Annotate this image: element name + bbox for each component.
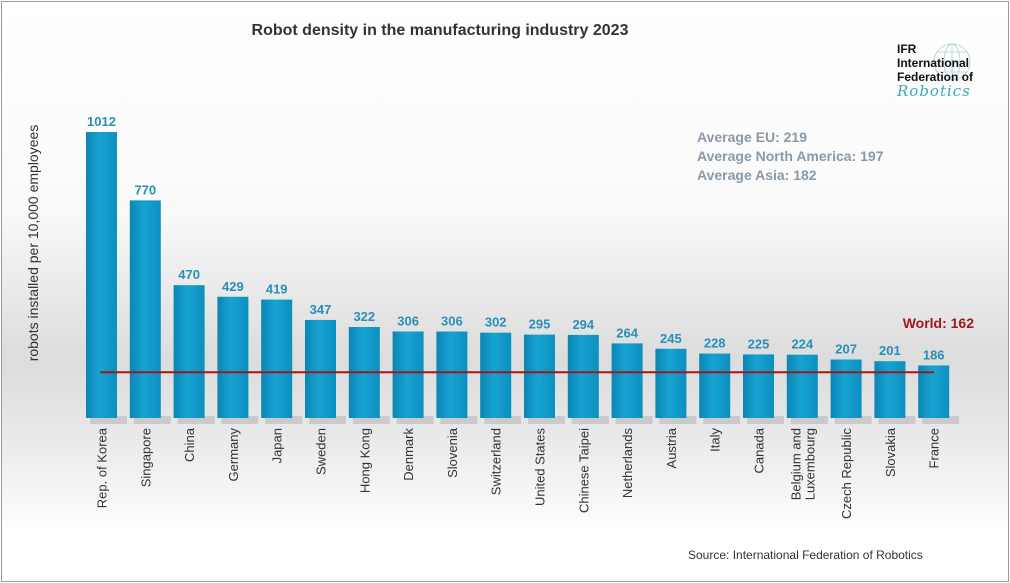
source-note: Source: International Federation of Robo… xyxy=(688,548,923,562)
bar xyxy=(786,354,818,418)
data-label: 1012 xyxy=(87,114,116,129)
bar-shadow xyxy=(528,416,565,424)
bar-shadow xyxy=(133,416,171,424)
category-label: Hong Kong xyxy=(357,428,372,493)
bar xyxy=(261,299,293,418)
data-label: 347 xyxy=(310,302,332,317)
data-label: 207 xyxy=(835,342,857,357)
bar-shadow xyxy=(615,416,653,424)
bar xyxy=(436,331,468,418)
data-label: 470 xyxy=(178,267,200,282)
category-label: Rep. of Korea xyxy=(95,427,110,508)
category-label: Luxembourg xyxy=(802,428,817,500)
bar-shadow xyxy=(396,416,434,424)
chart-title: Robot density in the manufacturing indus… xyxy=(251,22,629,39)
data-label: 306 xyxy=(397,314,419,329)
category-label: Denmark xyxy=(401,428,416,481)
data-label: 419 xyxy=(266,282,288,297)
category-label: Germany xyxy=(226,428,241,482)
category-label: Japan xyxy=(270,428,285,463)
data-label: 295 xyxy=(529,317,551,332)
category-label: Switzerland xyxy=(489,428,504,495)
data-label: 201 xyxy=(879,343,901,358)
category-label: Czech Republic xyxy=(839,428,854,520)
average-north-america: Average North America: 197 xyxy=(697,148,884,164)
world-average-label: World: 162 xyxy=(903,315,975,331)
data-label: 429 xyxy=(222,279,244,294)
bar xyxy=(918,365,950,418)
bar xyxy=(655,348,687,418)
bar-shadow xyxy=(747,416,784,424)
data-label: 322 xyxy=(353,309,375,324)
category-label: Slovenia xyxy=(445,427,460,478)
bar xyxy=(743,354,774,418)
bar xyxy=(567,334,599,418)
bar-shadow xyxy=(484,416,522,424)
category-label: Singapore xyxy=(138,428,153,487)
category-label: Sweden xyxy=(314,428,329,475)
bar-shadow xyxy=(703,416,741,424)
category-label: France xyxy=(927,428,942,468)
bar-shadow xyxy=(790,416,828,424)
category-label: Canada xyxy=(752,427,767,473)
bar xyxy=(699,353,731,418)
data-label: 294 xyxy=(572,317,594,332)
bar xyxy=(874,361,906,418)
data-label: 224 xyxy=(791,337,813,352)
average-eu: Average EU: 219 xyxy=(697,129,807,145)
bar-shadow xyxy=(440,416,478,424)
data-label: 306 xyxy=(441,314,463,329)
bar xyxy=(480,332,512,418)
average-asia: Average Asia: 182 xyxy=(697,167,817,183)
bar xyxy=(611,343,643,418)
bar xyxy=(392,331,424,418)
category-label: United States xyxy=(533,428,548,507)
bar-shadow xyxy=(922,416,960,424)
data-label: 770 xyxy=(134,182,156,197)
bar-shadow xyxy=(659,416,697,424)
ifr-globe-logo-icon xyxy=(933,43,971,81)
category-label: Belgium and xyxy=(788,428,803,500)
category-label: Slovakia xyxy=(883,427,898,477)
category-label: Chinese Taipei xyxy=(576,428,591,513)
logo-line: IFR xyxy=(897,42,917,56)
data-label: 228 xyxy=(704,336,726,351)
logo-line: International xyxy=(897,56,970,70)
bar-shadow xyxy=(834,416,872,424)
bar-shadow xyxy=(352,416,390,424)
data-label: 186 xyxy=(923,347,945,362)
category-label: Austria xyxy=(664,427,679,468)
bar-shadow xyxy=(90,416,127,424)
category-label: Netherlands xyxy=(620,428,635,499)
data-label: 245 xyxy=(660,331,682,346)
bar-shadow xyxy=(571,416,609,424)
logo-robotics: Robotics xyxy=(897,82,971,100)
data-label: 225 xyxy=(748,336,770,351)
bar xyxy=(830,359,862,418)
bar-shadow xyxy=(177,416,215,424)
averages-annotation: Average EU: 219 Average North America: 1… xyxy=(697,128,883,185)
data-label: 302 xyxy=(485,315,507,330)
bar xyxy=(217,296,249,418)
bar-shadow xyxy=(309,416,346,424)
bar xyxy=(86,132,117,418)
ifr-logo: IFR International Federation of Robotics xyxy=(897,42,974,100)
bar xyxy=(524,334,555,418)
bar xyxy=(173,285,205,418)
bar xyxy=(305,319,336,418)
data-label: 264 xyxy=(616,325,638,340)
category-label: Italy xyxy=(708,428,723,452)
logo-line: Federation of xyxy=(897,70,974,84)
bar-shadow xyxy=(878,416,916,424)
category-label: China xyxy=(182,427,197,462)
bar-shadow xyxy=(221,416,259,424)
bar-shadow xyxy=(265,416,303,424)
bar xyxy=(129,200,161,418)
